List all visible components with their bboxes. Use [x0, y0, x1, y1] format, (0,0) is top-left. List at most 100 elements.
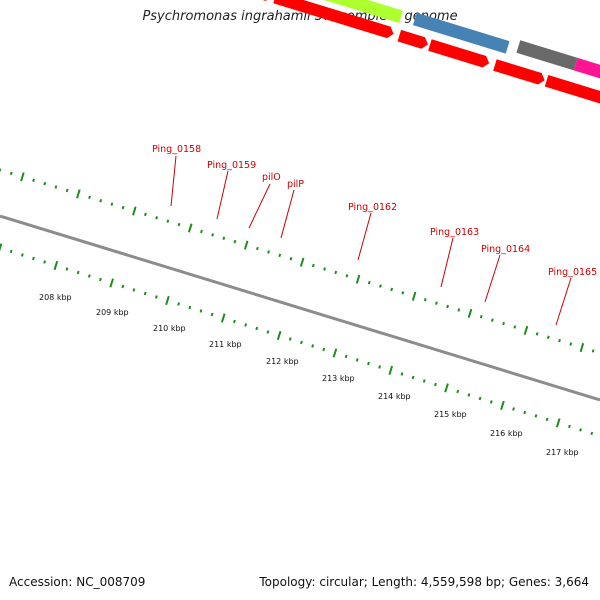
bottom-major-tick: [0, 243, 3, 252]
top-major-tick: [523, 325, 529, 335]
bottom-minor-tick: [244, 323, 248, 327]
top-minor-tick: [502, 321, 505, 326]
bottom-minor-tick: [188, 305, 192, 310]
top-minor-tick: [32, 178, 35, 182]
top-minor-tick: [334, 270, 338, 275]
gray-feature-ping0165: [516, 40, 578, 71]
scale-label-211: 211 kbp: [209, 340, 242, 349]
bottom-minor-tick: [367, 361, 370, 366]
top-minor-tick: [121, 205, 125, 210]
top-minor-tick: [177, 222, 181, 227]
top-minor-tick: [558, 338, 561, 343]
bottom-minor-tick: [32, 256, 35, 261]
gene-arrow-ping0163: [397, 29, 428, 49]
genome-stats-text: Topology: circular; Length: 4,559,598 bp…: [259, 575, 589, 589]
leader-ping0162: [357, 212, 372, 261]
gene-label-ping0159: Ping_0159: [207, 160, 256, 171]
top-minor-tick: [54, 185, 58, 189]
top-minor-tick: [446, 304, 450, 309]
scale-label-215: 215 kbp: [434, 410, 467, 419]
gene-label-pilO: pilO: [262, 172, 281, 183]
pink-feature-ping0165: [573, 57, 600, 88]
top-minor-tick: [278, 253, 282, 258]
top-minor-tick: [155, 216, 159, 220]
leader-ping0165: [555, 277, 572, 326]
top-major-tick: [299, 257, 305, 267]
top-major-tick: [132, 206, 137, 216]
leader-ping0159: [216, 170, 229, 220]
top-major-tick: [411, 291, 417, 301]
top-minor-tick: [546, 335, 550, 339]
top-minor-tick: [43, 181, 47, 186]
bottom-minor-tick: [512, 407, 515, 411]
top-minor-tick: [200, 229, 203, 234]
gene-arrow-ping0162: [273, 0, 394, 39]
top-minor-tick: [591, 349, 595, 353]
scale-label-209: 209 kbp: [96, 308, 129, 317]
top-minor-tick: [144, 212, 147, 217]
top-major-tick: [579, 342, 585, 353]
bottom-minor-tick: [400, 372, 404, 376]
top-minor-tick: [289, 257, 293, 261]
gene-label-ping0162: Ping_0162: [348, 202, 397, 213]
bottom-minor-tick: [266, 330, 270, 334]
scale-label-210: 210 kbp: [153, 324, 186, 333]
top-minor-tick: [457, 308, 461, 312]
leader-ping0163: [440, 237, 454, 288]
leader-ping0164: [484, 254, 501, 303]
bottom-minor-tick: [545, 417, 549, 422]
top-minor-tick: [211, 233, 215, 237]
bottom-minor-tick: [99, 277, 102, 282]
bottom-minor-tick: [523, 410, 527, 415]
gene-arrow-pilP: [241, 0, 273, 1]
bottom-minor-tick: [489, 400, 493, 404]
genome-backbone-line: [0, 214, 600, 402]
gene-arrow-ping0165a: [493, 59, 545, 85]
bottom-major-tick: [276, 330, 282, 341]
bottom-major-tick: [53, 260, 59, 271]
bottom-minor-tick: [300, 340, 303, 345]
top-minor-tick: [390, 287, 394, 292]
bottom-minor-tick: [288, 337, 292, 341]
bottom-minor-tick: [456, 389, 460, 394]
bottom-minor-tick: [9, 249, 13, 254]
top-minor-tick: [166, 219, 170, 223]
top-minor-tick: [311, 263, 315, 268]
top-major-tick: [355, 274, 361, 284]
leader-pilP: [280, 189, 295, 239]
gene-label-ping0165: Ping_0165: [548, 267, 597, 278]
bottom-major-tick: [444, 383, 449, 393]
bottom-minor-tick: [355, 358, 359, 362]
upper-feature-track: [278, 0, 600, 88]
top-minor-tick: [513, 325, 517, 329]
top-minor-tick: [345, 274, 349, 278]
bottom-tick-marks: [0, 243, 594, 436]
top-minor-tick: [65, 188, 69, 193]
scale-label-217: 217 kbp: [546, 448, 579, 457]
bottom-minor-tick: [344, 354, 348, 359]
top-major-tick: [467, 308, 473, 318]
top-minor-tick: [367, 280, 371, 285]
bottom-minor-tick: [65, 267, 69, 271]
top-tick-marks: [0, 168, 595, 353]
gene-label-ping0158: Ping_0158: [152, 144, 201, 155]
bottom-minor-tick: [87, 274, 91, 278]
top-minor-tick: [491, 318, 494, 322]
bottom-minor-tick: [20, 253, 24, 257]
gene-labels: Ping_0158 Ping_0159 pilO pilP Ping_0162 …: [152, 144, 597, 278]
bottom-minor-tick: [177, 302, 181, 306]
top-major-tick: [243, 240, 249, 250]
bottom-minor-tick: [154, 295, 158, 299]
top-minor-tick: [256, 246, 259, 251]
scale-label-212: 212 kbp: [266, 357, 299, 366]
bottom-minor-tick: [322, 347, 326, 352]
top-minor-tick: [379, 284, 382, 288]
scale-label-208: 208 kbp: [39, 293, 72, 302]
top-minor-tick: [535, 332, 539, 336]
bottom-major-tick: [109, 278, 114, 288]
bottom-minor-tick: [478, 396, 482, 401]
bottom-minor-tick: [311, 344, 315, 348]
bottom-minor-tick: [411, 375, 415, 380]
bottom-major-tick: [500, 400, 505, 410]
top-minor-tick: [569, 342, 573, 346]
